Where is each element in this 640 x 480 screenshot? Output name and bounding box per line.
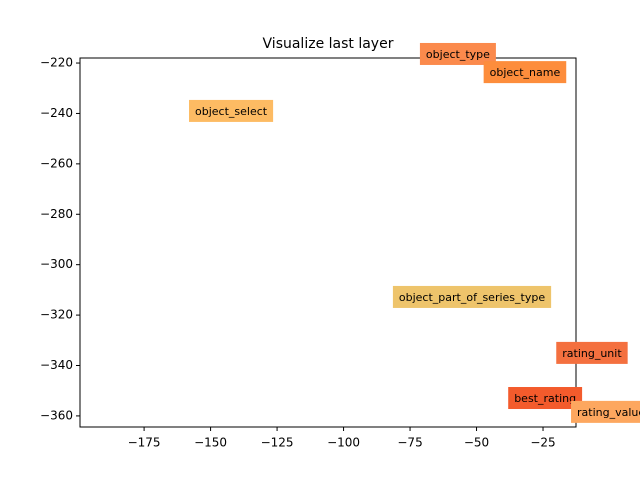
label-box [483, 61, 567, 84]
x-tick-label: −125 [261, 436, 294, 450]
label-box [189, 99, 274, 122]
y-tick-label: −300 [40, 257, 73, 271]
y-tick-label: −260 [40, 156, 73, 170]
x-tick-label: −150 [194, 436, 227, 450]
x-tick-label: −50 [464, 436, 489, 450]
point-label: object_type [426, 48, 490, 61]
label-box [508, 387, 583, 410]
label-box [571, 400, 640, 423]
label-box [556, 341, 628, 364]
axes-frame [79, 57, 577, 428]
y-tick-label: −240 [40, 106, 73, 120]
point-label: object_name [490, 66, 561, 79]
y-tick-label: −220 [40, 56, 73, 70]
x-tick-label: −75 [397, 436, 422, 450]
point-label: rating_unit [562, 347, 622, 360]
x-tick-label: −100 [327, 436, 360, 450]
x-tick-label: −175 [128, 436, 161, 450]
x-tick-label: −25 [530, 436, 555, 450]
chart-title: Visualize last layer [263, 36, 394, 52]
point-label: object_select [195, 105, 268, 118]
y-tick-label: −360 [40, 408, 73, 422]
y-tick-label: −280 [40, 207, 73, 221]
point-label: best_rating [514, 392, 576, 405]
label-box [419, 42, 496, 65]
label-box [392, 285, 552, 308]
point-label: rating_value [577, 406, 640, 419]
y-tick-label: −320 [40, 308, 73, 322]
y-tick-label: −340 [40, 358, 73, 372]
point-label: object_part_of_series_type [399, 291, 545, 304]
